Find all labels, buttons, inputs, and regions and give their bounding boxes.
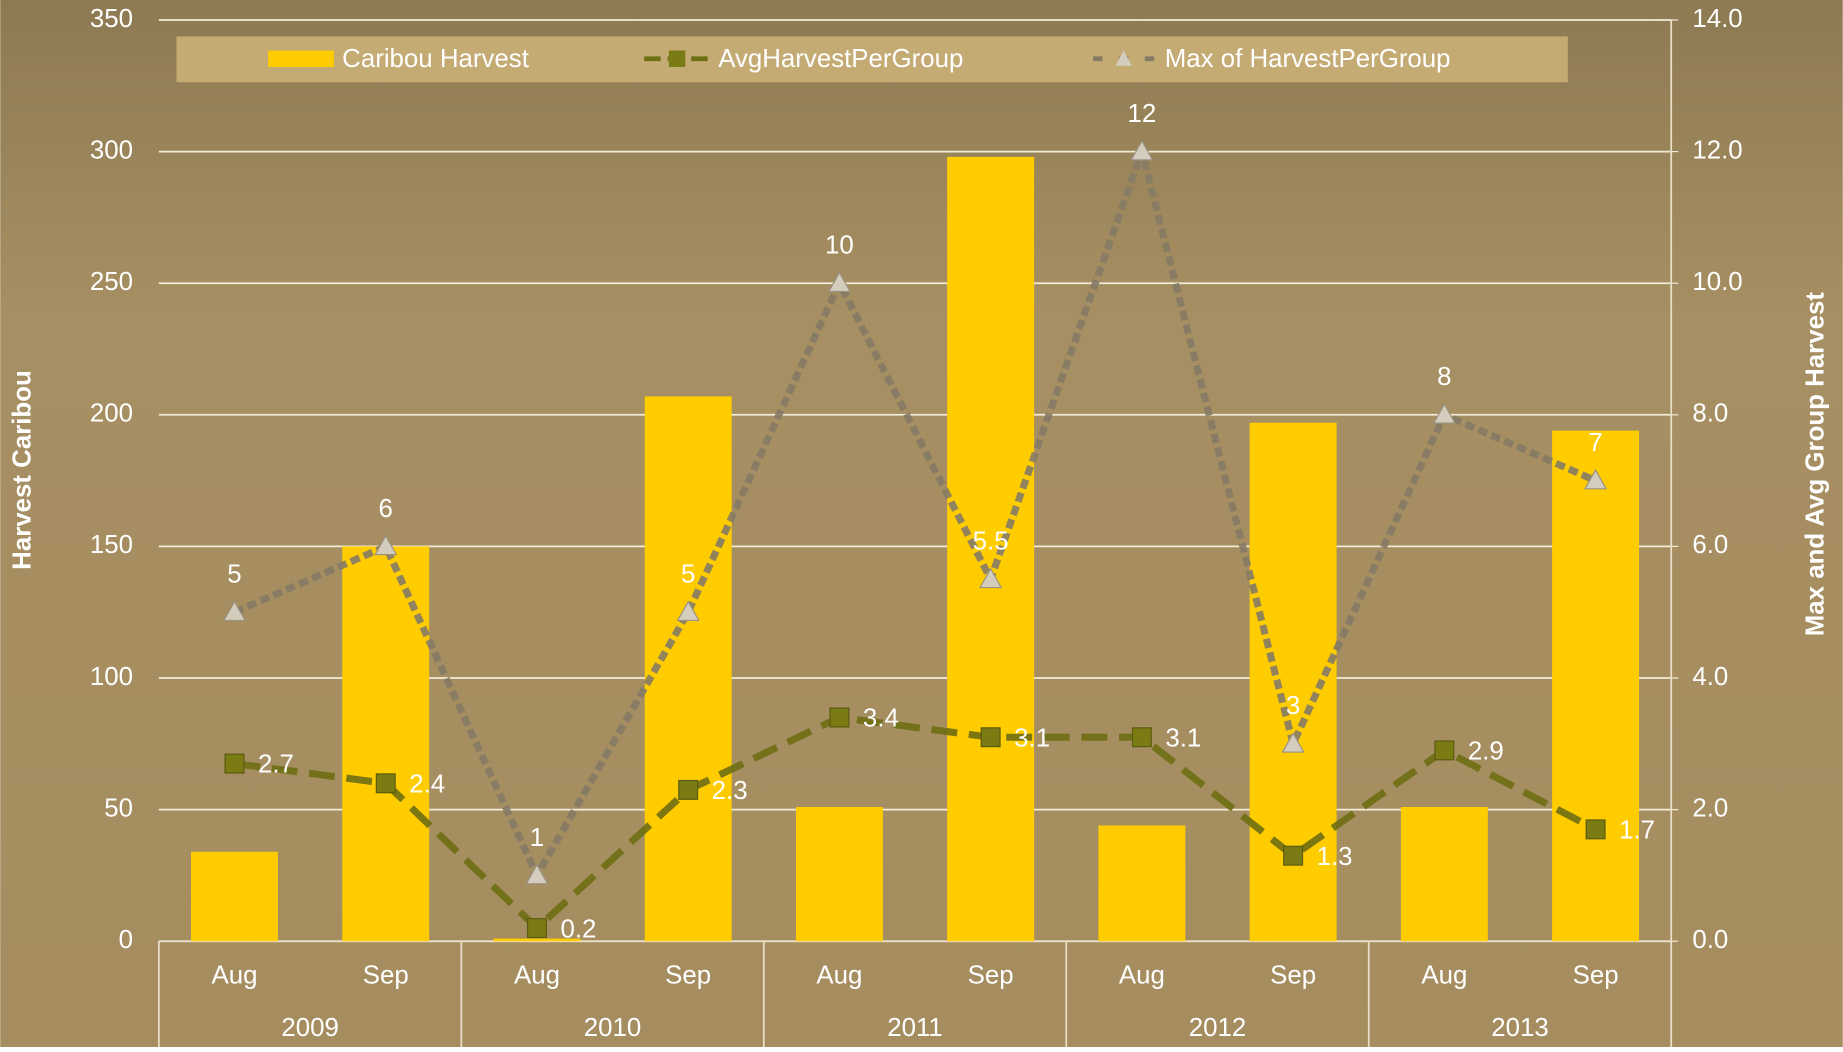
y-tick-label: 350 bbox=[90, 5, 133, 33]
y-tick-label: 0 bbox=[119, 926, 133, 954]
x-group-label: 2011 bbox=[887, 1014, 943, 1042]
data-label: 5 bbox=[227, 561, 241, 589]
x-tick-label: Aug bbox=[1421, 961, 1467, 989]
x-group-label: 2010 bbox=[584, 1014, 642, 1042]
data-label: 3.1 bbox=[1165, 724, 1201, 752]
x-tick-label: Sep bbox=[1270, 961, 1316, 989]
chart: Harvest Caribou Max and Avg Group Harves… bbox=[0, 0, 1843, 1047]
legend-marker bbox=[669, 51, 685, 67]
x-tick-label: Aug bbox=[816, 961, 862, 989]
y2-axis-title: Max and Avg Group Harvest bbox=[1802, 292, 1830, 637]
y-tick-label: 150 bbox=[90, 531, 133, 559]
y-axis-title: Harvest Caribou bbox=[9, 370, 37, 570]
y-tick-label: 300 bbox=[90, 136, 133, 164]
data-label: 2.7 bbox=[258, 751, 294, 779]
bar bbox=[191, 852, 278, 941]
y2-tick-label: 6.0 bbox=[1692, 531, 1728, 559]
y-tick-label: 200 bbox=[90, 400, 133, 428]
line-marker bbox=[1132, 728, 1151, 747]
x-tick-label: Aug bbox=[1119, 961, 1165, 989]
y2-tick-label: 8.0 bbox=[1692, 400, 1728, 428]
data-label: 1.7 bbox=[1619, 817, 1655, 845]
x-tick-label: Sep bbox=[363, 961, 409, 989]
data-label: 10 bbox=[825, 232, 854, 260]
bar bbox=[796, 807, 883, 941]
data-label: 2.9 bbox=[1468, 738, 1504, 766]
line-marker bbox=[1586, 820, 1605, 839]
x-group-label: 2009 bbox=[281, 1014, 339, 1042]
y2-tick-label: 14.0 bbox=[1692, 5, 1742, 33]
y2-tick-label: 10.0 bbox=[1692, 268, 1742, 296]
x-tick-label: Aug bbox=[211, 961, 257, 989]
data-label: 3 bbox=[1286, 692, 1300, 720]
y2-tick-label: 4.0 bbox=[1692, 663, 1728, 691]
data-label: 7 bbox=[1588, 429, 1602, 457]
line-marker bbox=[981, 728, 1000, 747]
line-marker bbox=[225, 754, 244, 773]
x-group-label: 2013 bbox=[1491, 1014, 1548, 1042]
x-tick-label: Sep bbox=[968, 961, 1014, 989]
bar bbox=[1552, 431, 1639, 942]
line-marker bbox=[679, 780, 698, 799]
x-tick-label: Aug bbox=[514, 961, 560, 989]
data-label: 5 bbox=[681, 561, 695, 589]
legend-label: AvgHarvestPerGroup bbox=[718, 45, 963, 73]
data-label: 0.2 bbox=[560, 915, 596, 943]
data-label: 5.5 bbox=[973, 528, 1009, 556]
legend-label: Max of HarvestPerGroup bbox=[1165, 45, 1451, 73]
bar bbox=[1098, 825, 1185, 941]
legend-label: Caribou Harvest bbox=[342, 45, 529, 73]
y2-tick-label: 0.0 bbox=[1692, 926, 1728, 954]
y-tick-label: 50 bbox=[104, 794, 133, 822]
data-label: 1.3 bbox=[1317, 843, 1353, 871]
data-label: 3.4 bbox=[863, 705, 899, 733]
y2-tick-label: 2.0 bbox=[1692, 794, 1728, 822]
line-marker bbox=[528, 919, 547, 938]
x-group-label: 2012 bbox=[1189, 1014, 1247, 1042]
data-label: 2.4 bbox=[409, 770, 445, 798]
legend-swatch bbox=[268, 51, 334, 67]
x-tick-label: Sep bbox=[1573, 961, 1619, 989]
x-tick-label: Sep bbox=[665, 961, 711, 989]
y-tick-label: 100 bbox=[90, 663, 133, 691]
line-marker bbox=[1284, 846, 1303, 865]
data-label: 6 bbox=[379, 495, 393, 523]
line-marker bbox=[830, 708, 849, 727]
data-label: 1 bbox=[530, 824, 544, 852]
y2-tick-label: 12.0 bbox=[1692, 136, 1742, 164]
data-label: 2.3 bbox=[712, 777, 748, 805]
y-tick-label: 250 bbox=[90, 268, 133, 296]
data-label: 8 bbox=[1437, 363, 1451, 391]
line-marker bbox=[376, 774, 395, 793]
data-label: 12 bbox=[1128, 100, 1157, 128]
bar bbox=[1401, 807, 1488, 941]
line-marker bbox=[1435, 741, 1454, 760]
data-label: 3.1 bbox=[1014, 724, 1050, 752]
